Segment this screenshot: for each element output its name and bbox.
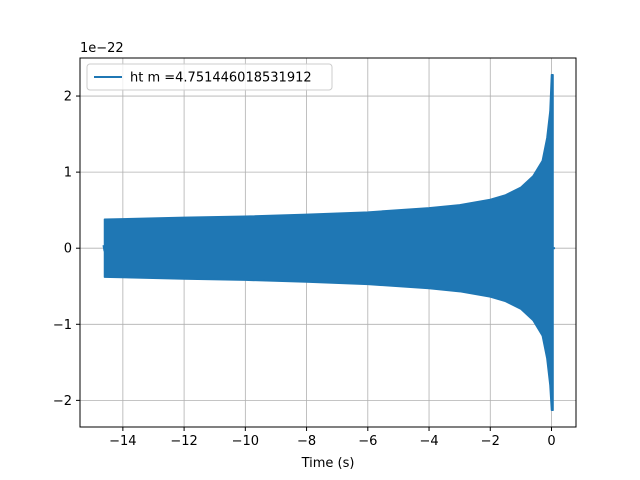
series-envelope xyxy=(103,73,554,412)
series-start-stub xyxy=(102,245,106,252)
legend: ht m =4.751446018531912 xyxy=(86,63,333,91)
x-tick-label: −10 xyxy=(232,434,259,449)
y-tick-label: −2 xyxy=(53,394,72,409)
x-tick-label: 0 xyxy=(547,434,555,449)
legend-box xyxy=(86,63,333,91)
y-axis-ticks: −2 −1 0 1 2 xyxy=(53,90,80,409)
x-tick-label: −14 xyxy=(109,434,136,449)
x-tick-label: −2 xyxy=(481,434,500,449)
x-tick-label: −6 xyxy=(358,434,377,449)
y-offset-label: 1e−22 xyxy=(80,41,124,56)
x-tick-label: −12 xyxy=(170,434,197,449)
y-tick-label: 2 xyxy=(64,90,72,105)
y-tick-label: 0 xyxy=(64,242,72,257)
x-tick-label: −4 xyxy=(419,434,438,449)
y-tick-label: 1 xyxy=(64,166,72,181)
x-tick-label: −8 xyxy=(297,434,316,449)
series-layer xyxy=(102,73,556,412)
legend-entry-label: ht m =4.751446018531912 xyxy=(130,71,312,86)
y-tick-label: −1 xyxy=(53,318,72,333)
x-axis-ticks: −14 −12 −10 −8 −6 −4 −2 0 xyxy=(109,427,556,449)
axes-frame xyxy=(79,57,577,428)
x-axis-label: Time (s) xyxy=(301,456,355,471)
